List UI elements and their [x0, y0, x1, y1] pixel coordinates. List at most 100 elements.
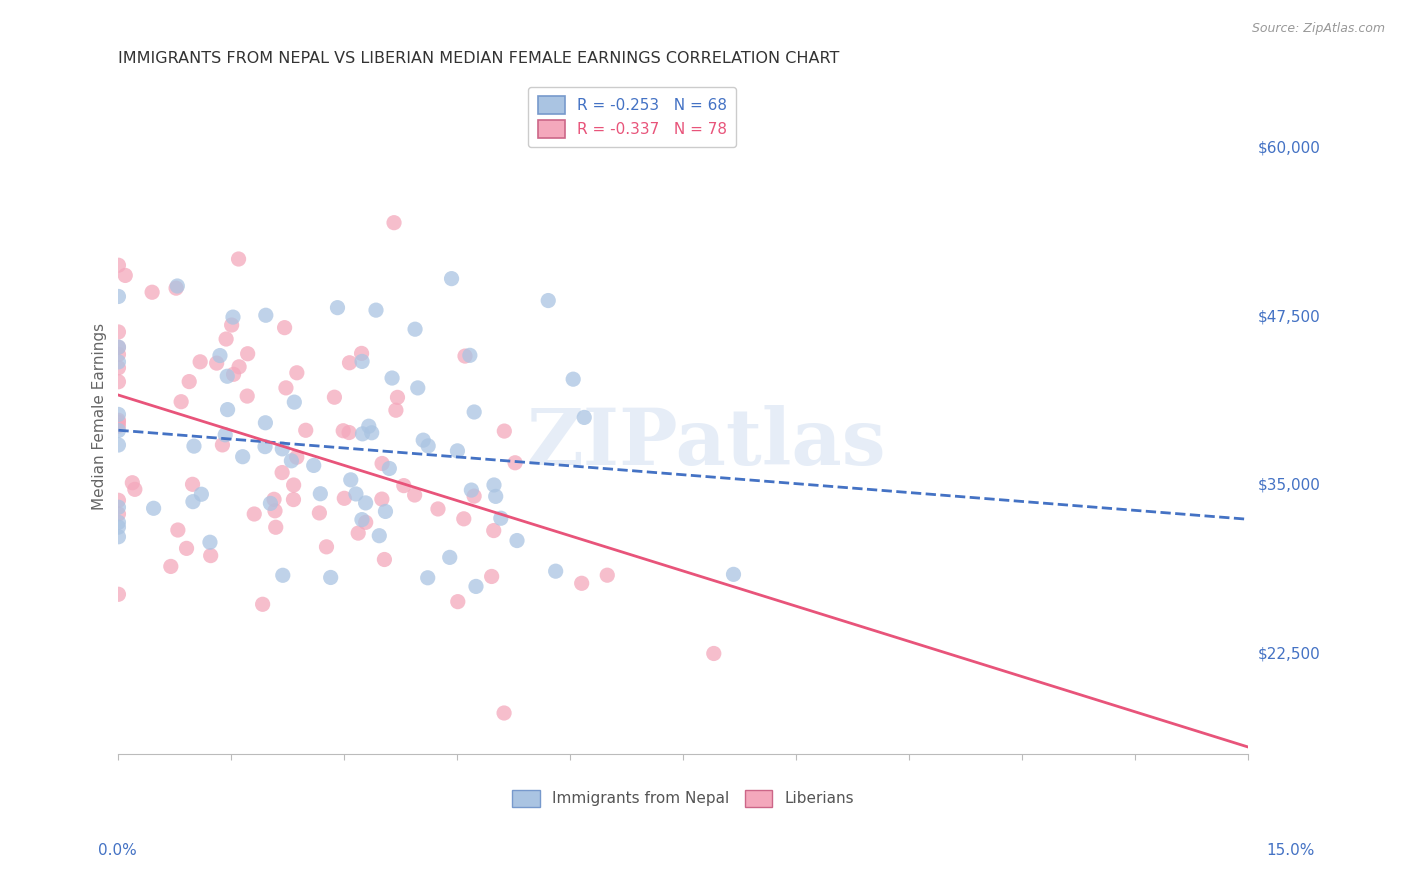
Point: [485, 489, 508, 503]
Point: [107, 289, 129, 303]
Point: [283, 395, 305, 409]
Point: [404, 322, 426, 336]
Point: [404, 488, 426, 502]
Point: [347, 526, 370, 541]
Point: [354, 496, 377, 510]
Point: [315, 540, 337, 554]
Point: [373, 552, 395, 566]
Point: [107, 424, 129, 438]
Point: [183, 439, 205, 453]
Point: [494, 424, 516, 438]
Point: [723, 567, 745, 582]
Point: [107, 520, 129, 534]
Legend: Immigrants from Nepal, Liberians: Immigrants from Nepal, Liberians: [506, 783, 860, 814]
Point: [176, 541, 198, 556]
Point: [107, 419, 129, 434]
Point: [446, 443, 468, 458]
Point: [253, 440, 276, 454]
Point: [124, 483, 146, 497]
Point: [283, 492, 305, 507]
Point: [387, 390, 409, 404]
Point: [463, 405, 485, 419]
Point: [544, 564, 567, 578]
Point: [273, 320, 295, 334]
Point: [703, 647, 725, 661]
Point: [506, 533, 529, 548]
Point: [211, 438, 233, 452]
Point: [205, 356, 228, 370]
Point: [337, 425, 360, 440]
Point: [339, 356, 361, 370]
Point: [574, 410, 596, 425]
Point: [494, 706, 516, 720]
Point: [215, 332, 238, 346]
Point: [360, 425, 382, 440]
Point: [228, 252, 250, 266]
Point: [107, 516, 129, 530]
Point: [181, 477, 204, 491]
Point: [121, 475, 143, 490]
Point: [308, 506, 330, 520]
Point: [447, 595, 470, 609]
Point: [344, 487, 367, 501]
Point: [283, 478, 305, 492]
Text: 15.0%: 15.0%: [1267, 843, 1315, 858]
Point: [166, 279, 188, 293]
Point: [228, 359, 250, 374]
Point: [181, 494, 204, 508]
Point: [107, 325, 129, 339]
Point: [371, 492, 394, 507]
Point: [107, 340, 129, 354]
Point: [465, 579, 488, 593]
Point: [236, 347, 259, 361]
Point: [107, 587, 129, 601]
Point: [254, 416, 277, 430]
Point: [381, 371, 404, 385]
Point: [357, 419, 380, 434]
Text: Source: ZipAtlas.com: Source: ZipAtlas.com: [1251, 22, 1385, 36]
Point: [167, 523, 190, 537]
Point: [208, 349, 231, 363]
Point: [264, 504, 287, 518]
Point: [385, 403, 408, 417]
Point: [309, 487, 332, 501]
Point: [188, 355, 211, 369]
Point: [107, 340, 129, 354]
Point: [141, 285, 163, 300]
Point: [537, 293, 560, 308]
Text: 0.0%: 0.0%: [98, 843, 138, 858]
Point: [259, 496, 281, 510]
Point: [217, 402, 239, 417]
Point: [368, 529, 391, 543]
Point: [107, 258, 129, 272]
Point: [481, 569, 503, 583]
Point: [107, 375, 129, 389]
Point: [294, 423, 316, 437]
Point: [302, 458, 325, 473]
Point: [263, 492, 285, 507]
Point: [107, 415, 129, 429]
Point: [274, 381, 297, 395]
Point: [503, 456, 526, 470]
Point: [114, 268, 136, 283]
Point: [392, 478, 415, 492]
Point: [159, 559, 181, 574]
Point: [426, 502, 449, 516]
Point: [254, 308, 277, 322]
Point: [596, 568, 619, 582]
Point: [264, 520, 287, 534]
Point: [323, 390, 346, 404]
Point: [319, 570, 342, 584]
Point: [190, 487, 212, 501]
Point: [107, 408, 129, 422]
Point: [243, 507, 266, 521]
Point: [142, 501, 165, 516]
Point: [326, 301, 349, 315]
Point: [416, 571, 439, 585]
Point: [107, 493, 129, 508]
Point: [107, 500, 129, 515]
Point: [333, 491, 356, 506]
Point: [378, 461, 401, 475]
Point: [271, 442, 294, 456]
Point: [562, 372, 585, 386]
